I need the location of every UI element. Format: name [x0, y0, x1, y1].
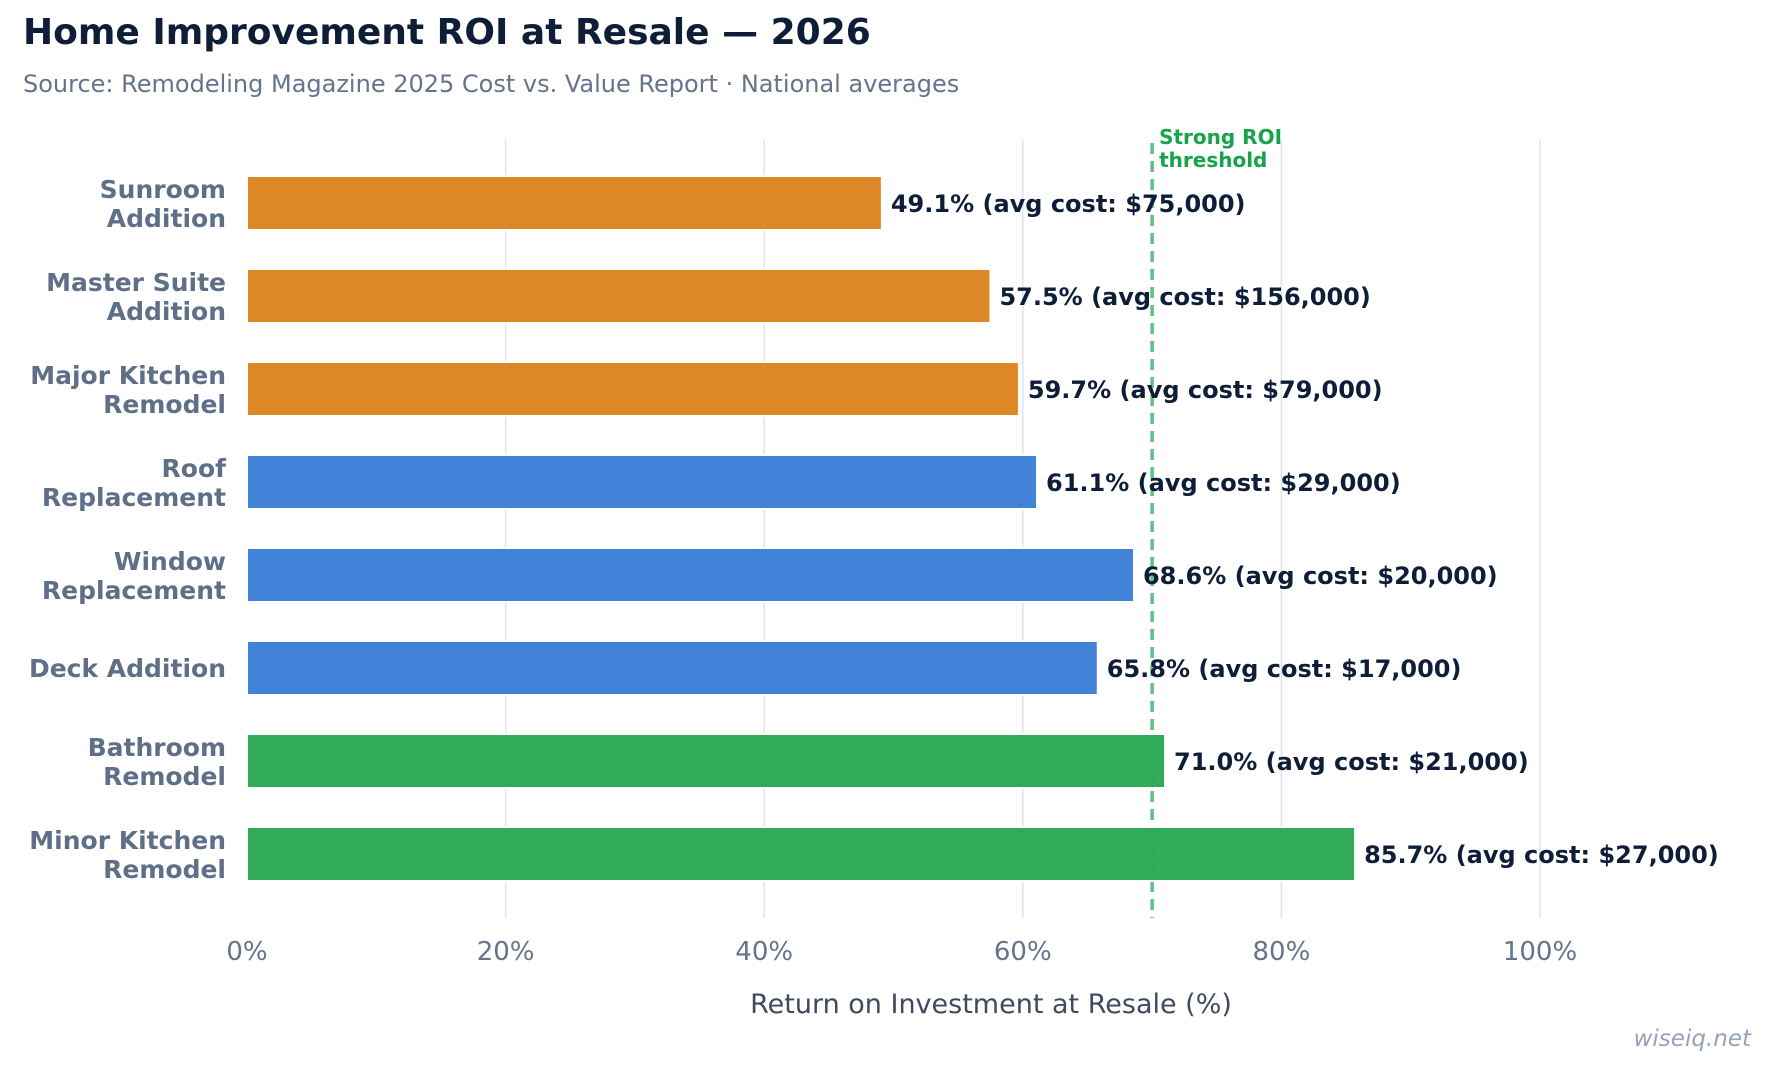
bar [246, 361, 1020, 417]
x-tick-label: 20% [477, 937, 535, 967]
x-tick-label: 100% [1503, 937, 1577, 967]
category-label: Window Replacement [42, 547, 226, 605]
value-labels: 49.1% (avg cost: $75,000) 57.5% (avg cost… [891, 190, 1719, 869]
data-label: 68.6% (avg cost: $20,000) [1143, 562, 1498, 590]
category-label: Master Suite Addition [46, 268, 226, 326]
chart-title: Home Improvement ROI at Resale — 2026 [23, 12, 871, 53]
category-label: Deck Addition [29, 654, 226, 683]
category-labels: Sunroom Addition Master Suite Addition Major… [29, 175, 227, 884]
chart-subtitle: Source: Remodeling Magazine 2025 Cost vs… [23, 70, 960, 98]
data-label: 49.1% (avg cost: $75,000) [891, 190, 1246, 218]
category-label: Roof Replacement [42, 454, 227, 512]
data-label: 61.1% (avg cost: $29,000) [1046, 469, 1401, 497]
bars [246, 175, 1357, 882]
bar [246, 826, 1357, 882]
category-label: Bathroom Remodel [88, 733, 226, 791]
data-label: 71.0% (avg cost: $21,000) [1174, 748, 1529, 776]
data-label: 85.7% (avg cost: $27,000) [1364, 841, 1719, 869]
bar [246, 268, 992, 324]
data-label: 59.7% (avg cost: $79,000) [1028, 376, 1383, 404]
watermark: wiseiq.net [1633, 1026, 1751, 1052]
x-tick-label: 80% [1253, 937, 1311, 967]
reference-line-label: Strong ROI threshold [1159, 125, 1282, 172]
x-tick-label: 0% [226, 937, 267, 967]
data-label: 57.5% (avg cost: $156,000) [999, 283, 1370, 311]
gridlines [504, 140, 1541, 918]
category-label: Sunroom Addition [100, 175, 226, 233]
category-label: Major Kitchen Remodel [30, 361, 226, 419]
bar [246, 547, 1135, 603]
x-tick-label: 40% [735, 937, 793, 967]
bar [246, 733, 1167, 789]
bar [246, 175, 883, 231]
x-tick-label: 60% [994, 937, 1052, 967]
category-label: Minor Kitchen Remodel [29, 826, 226, 884]
bar [246, 640, 1099, 696]
x-axis-title: Return on Investment at Resale (%) [750, 989, 1232, 1020]
bar [246, 454, 1039, 510]
data-label: 65.8% (avg cost: $17,000) [1107, 655, 1462, 683]
reference-line-group: Strong ROI threshold [1150, 125, 1282, 918]
x-tick-labels: 0% 20% 40% 60% 80% 100% [226, 937, 1577, 967]
